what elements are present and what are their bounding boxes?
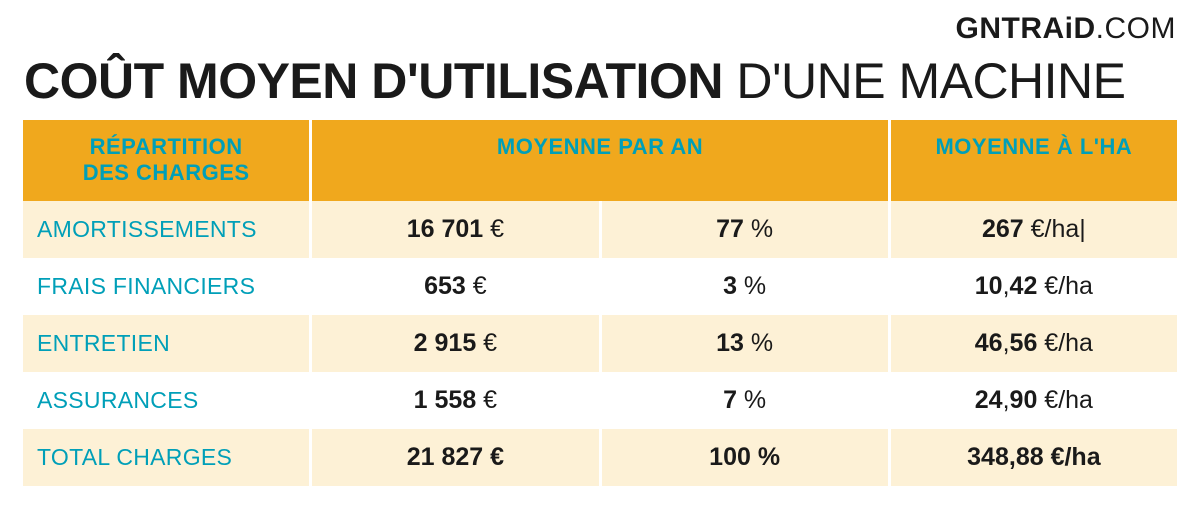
- col-header-charges: RÉPARTITION DES CHARGES: [23, 120, 309, 201]
- total-eur: 21 827 €: [312, 429, 598, 486]
- brand-logo: GNTRAiD.COM: [20, 12, 1180, 46]
- total-label: TOTAL CHARGES: [23, 429, 309, 486]
- page-title: COÛT MOYEN D'UTILISATION D'UNE MACHINE: [20, 52, 1180, 110]
- table-header-row: RÉPARTITION DES CHARGES MOYENNE PAR AN M…: [23, 120, 1177, 201]
- row-label: ENTRETIEN: [23, 315, 309, 372]
- row-value-eur: 16 701 €: [312, 201, 598, 258]
- row-value-pct: 77 %: [602, 201, 888, 258]
- cost-table: RÉPARTITION DES CHARGES MOYENNE PAR AN M…: [20, 120, 1180, 486]
- table-total-row: TOTAL CHARGES 21 827 € 100 % 348,88 €/ha: [23, 429, 1177, 486]
- row-label: ASSURANCES: [23, 372, 309, 429]
- table-row: AMORTISSEMENTS 16 701 € 77 % 267 €/ha|: [23, 201, 1177, 258]
- table-row: ASSURANCES 1 558 € 7 % 24,90 €/ha: [23, 372, 1177, 429]
- row-value-pct: 7 %: [602, 372, 888, 429]
- col-header-moyenne-an: MOYENNE PAR AN: [312, 120, 888, 201]
- brand-rest: .COM: [1096, 12, 1176, 45]
- row-label: FRAIS FINANCIERS: [23, 258, 309, 315]
- row-value-eur: 1 558 €: [312, 372, 598, 429]
- row-value-eur: 2 915 €: [312, 315, 598, 372]
- row-label: AMORTISSEMENTS: [23, 201, 309, 258]
- title-light: D'UNE MACHINE: [723, 53, 1126, 109]
- title-strong: COÛT MOYEN D'UTILISATION: [24, 53, 723, 109]
- total-pct: 100 %: [602, 429, 888, 486]
- row-value-ha: 10,42 €/ha: [891, 258, 1177, 315]
- row-value-ha: 267 €/ha|: [891, 201, 1177, 258]
- brand-g: G: [956, 12, 980, 46]
- total-ha: 348,88 €/ha: [891, 429, 1177, 486]
- table-row: FRAIS FINANCIERS 653 € 3 % 10,42 €/ha: [23, 258, 1177, 315]
- row-value-ha: 46,56 €/ha: [891, 315, 1177, 372]
- row-value-ha: 24,90 €/ha: [891, 372, 1177, 429]
- brand-bold: NTRAiD: [979, 12, 1095, 45]
- row-value-pct: 13 %: [602, 315, 888, 372]
- col-header-moyenne-ha: MOYENNE À L'HA: [891, 120, 1177, 201]
- table-row: ENTRETIEN 2 915 € 13 % 46,56 €/ha: [23, 315, 1177, 372]
- row-value-pct: 3 %: [602, 258, 888, 315]
- row-value-eur: 653 €: [312, 258, 598, 315]
